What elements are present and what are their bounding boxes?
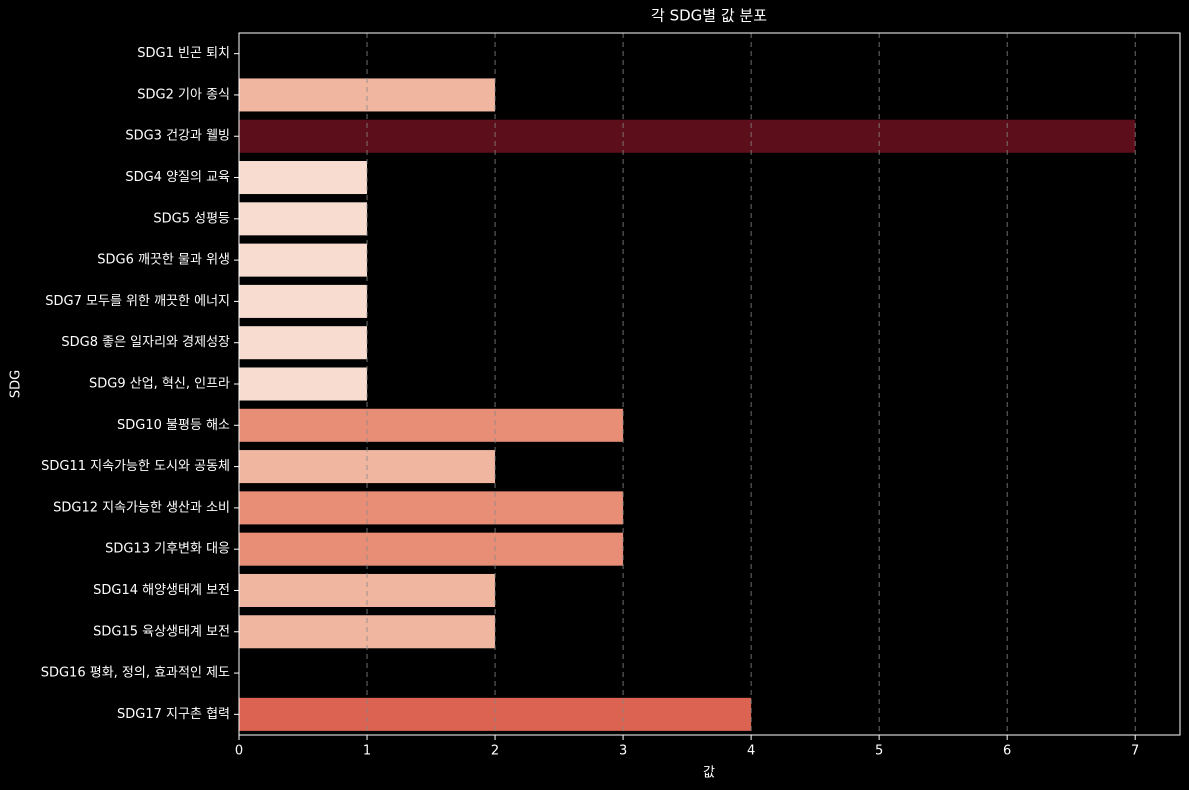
x-tick-label: 4 xyxy=(747,744,755,759)
y-tick-label: SDG7 모두를 위한 깨끗한 에너지 xyxy=(45,294,230,309)
plot-frame xyxy=(238,32,1181,736)
y-tick-label: SDG16 평화, 정의, 효과적인 제도 xyxy=(41,666,230,681)
chart-title: 각 SDG별 값 분포 xyxy=(651,7,767,25)
y-tick-label: SDG8 좋은 일자리와 경제성장 xyxy=(61,335,230,350)
y-tick-label: SDG15 육상생태계 보전 xyxy=(93,624,230,639)
x-tick-label: 1 xyxy=(363,744,371,759)
x-tick-label: 2 xyxy=(491,744,499,759)
x-axis-label: 값 xyxy=(703,766,715,781)
y-tick-label: SDG4 양질의 교육 xyxy=(125,170,230,185)
y-tick-label: SDG5 성평등 xyxy=(153,211,230,226)
y-axis-label: SDG xyxy=(9,370,24,398)
bar xyxy=(239,202,368,236)
y-tick-label: SDG13 기후변화 대응 xyxy=(105,542,230,557)
bar xyxy=(239,367,368,401)
x-tick-label: 6 xyxy=(1003,744,1011,759)
y-tick-label: SDG12 지속가능한 생산과 소비 xyxy=(53,500,230,515)
y-tick-label: SDG14 해양생태계 보전 xyxy=(93,583,230,598)
x-tick-label: 3 xyxy=(619,744,627,759)
bar xyxy=(239,532,624,566)
bar xyxy=(239,491,624,525)
bar xyxy=(239,119,1136,153)
bar xyxy=(239,326,368,360)
y-tick-label: SDG3 건강과 웰빙 xyxy=(125,129,230,144)
y-tick-label: SDG1 빈곤 퇴치 xyxy=(137,46,230,61)
x-tick-label: 7 xyxy=(1131,744,1139,759)
bar xyxy=(239,284,368,318)
x-tick-label: 5 xyxy=(875,744,883,759)
y-tick-label: SDG2 기아 종식 xyxy=(137,87,230,102)
y-tick-label: SDG11 지속가능한 도시와 공동체 xyxy=(41,459,230,474)
y-tick-label: SDG9 산업, 혁신, 인프라 xyxy=(89,377,230,392)
bar xyxy=(239,408,624,442)
y-tick-label: SDG10 불평등 해소 xyxy=(117,418,230,433)
y-tick-label: SDG6 깨끗한 물과 위생 xyxy=(97,253,230,268)
x-tick-label: 0 xyxy=(235,744,243,759)
bar xyxy=(239,161,368,195)
bar xyxy=(239,243,368,277)
y-tick-label: SDG17 지구촌 협력 xyxy=(117,707,230,722)
